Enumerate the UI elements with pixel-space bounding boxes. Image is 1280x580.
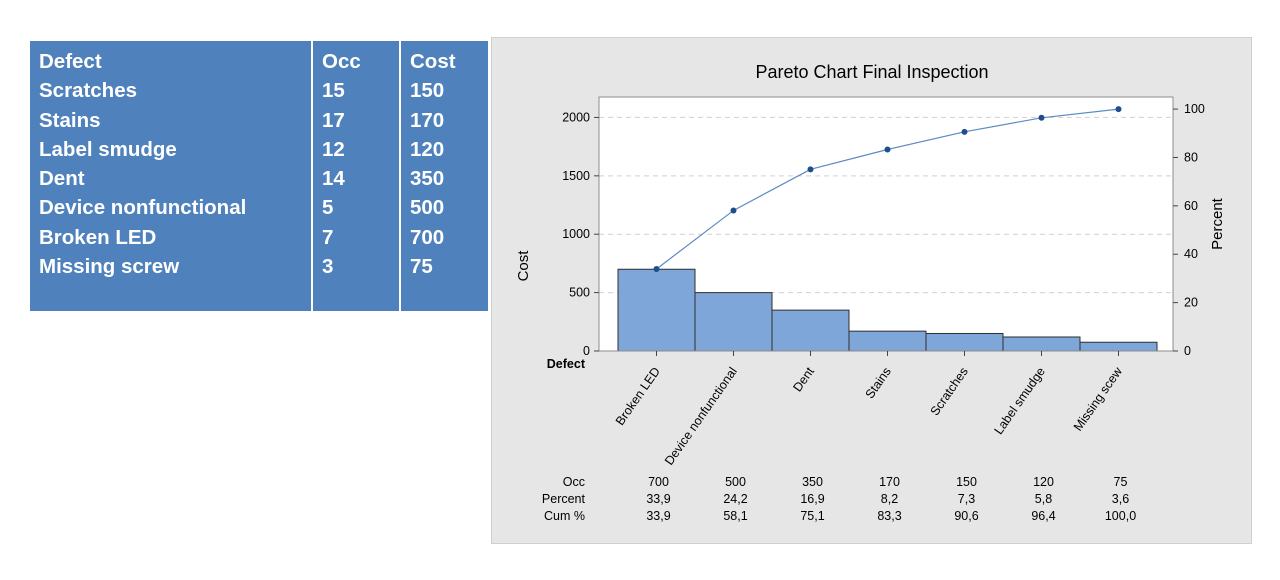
defect-cell: Stains	[39, 108, 101, 132]
summary-row-label: Occ	[563, 475, 585, 489]
occ-header: Occ	[322, 50, 361, 73]
cumulative-point-2	[730, 207, 737, 214]
y-tick-label: 1500	[562, 169, 590, 183]
bar-5	[925, 332, 1004, 352]
y-tick-label: 1000	[562, 227, 590, 241]
x-tick-label: Scratches	[928, 365, 971, 419]
defect-cell: Dent	[39, 167, 85, 191]
bar-4	[848, 330, 927, 352]
x-tick-label: Broken LED	[613, 365, 663, 428]
cumulative-point-3	[807, 166, 814, 173]
defect-column: Defect Scratches Stains Label smudge Den…	[30, 41, 311, 311]
x-tick-label: Label smudge	[991, 365, 1048, 437]
summary-value: 700	[648, 475, 669, 489]
bar-3	[771, 309, 850, 352]
y-right-tick-label: 80	[1184, 150, 1198, 164]
summary-row-label: Cum %	[544, 509, 585, 523]
cumulative-point-5	[961, 128, 968, 135]
y-right-tick-label: 0	[1184, 344, 1191, 358]
y-right-tick-label: 40	[1184, 247, 1198, 261]
pareto-chart: Pareto Chart Final Inspection Cost Perce…	[515, 62, 1226, 523]
summary-value: 7,3	[958, 492, 975, 506]
summary-value: 170	[879, 475, 900, 489]
summary-value: 5,8	[1035, 492, 1052, 506]
y-right-tick-label: 100	[1184, 102, 1205, 116]
summary-value: 90,6	[954, 509, 978, 523]
summary-value: 350	[802, 475, 823, 489]
summary-value: 75,1	[800, 509, 824, 523]
y-axis-right-title: Percent	[1209, 197, 1226, 250]
x-tick-label: Missing scew	[1071, 364, 1126, 434]
cost-cell: 700	[410, 225, 445, 249]
defect-header: Defect	[39, 50, 102, 73]
cumulative-point-7	[1115, 106, 1122, 113]
x-tick-label: Stains	[863, 365, 894, 401]
bar-1	[617, 268, 696, 352]
summary-value: 58,1	[723, 509, 747, 523]
y-right-tick-label: 60	[1184, 199, 1198, 213]
occ-cell: 7	[322, 225, 334, 249]
pareto-chart-panel: Pareto Chart Final Inspection Cost Perce…	[491, 37, 1252, 544]
summary-value: 120	[1033, 475, 1054, 489]
defect-cell: Scratches	[39, 79, 138, 103]
cumulative-point-6	[1038, 114, 1045, 121]
summary-value: 16,9	[800, 492, 824, 506]
summary-value: 33,9	[646, 509, 670, 523]
cost-cell: 120	[410, 137, 445, 161]
x-axis-title: Defect	[547, 357, 586, 371]
x-tick-label: Dent	[790, 364, 817, 394]
summary-value: 100,0	[1105, 509, 1136, 523]
bar-2	[694, 292, 773, 352]
plot-frame	[598, 96, 1174, 352]
summary-value: 500	[725, 475, 746, 489]
occ-cell: 17	[322, 108, 345, 132]
summary-value: 96,4	[1031, 509, 1055, 523]
x-tick-label: Device nonfunctional	[662, 365, 740, 468]
summary-value: 8,2	[881, 492, 898, 506]
cost-header: Cost	[410, 50, 456, 73]
cost-cell: 75	[410, 255, 433, 279]
occ-cell: 14	[322, 167, 345, 191]
cumulative-point-1	[653, 265, 660, 272]
defect-cell: Broken LED	[39, 225, 157, 249]
occ-cell: 5	[322, 196, 334, 220]
y-right-tick-label: 20	[1184, 296, 1198, 310]
occ-column: Occ 15 17 12 14 5 7 3	[311, 41, 399, 311]
summary-value: 24,2	[723, 492, 747, 506]
defect-cell: Label smudge	[39, 137, 177, 161]
chart-title: Pareto Chart Final Inspection	[755, 62, 988, 82]
summary-value: 150	[956, 475, 977, 489]
defect-cell: Missing screw	[39, 255, 180, 279]
cost-cell: 500	[410, 196, 445, 220]
occ-cell: 12	[322, 137, 345, 161]
y-tick-label: 500	[569, 286, 590, 300]
summary-value: 83,3	[877, 509, 901, 523]
cost-cell: 150	[410, 79, 445, 103]
summary-value: 33,9	[646, 492, 670, 506]
summary-value: 75	[1114, 475, 1128, 489]
bar-7	[1079, 341, 1158, 352]
bar-6	[1002, 336, 1081, 352]
summary-row-label: Percent	[542, 492, 586, 506]
y-tick-label: 2000	[562, 110, 590, 124]
occ-cell: 15	[322, 79, 345, 103]
defect-data-table: Defect Scratches Stains Label smudge Den…	[30, 41, 488, 311]
cost-column: Cost 150 170 120 350 500 700 75	[399, 41, 488, 311]
cost-cell: 350	[410, 167, 445, 191]
cumulative-point-4	[884, 146, 891, 153]
defect-cell: Device nonfunctional	[39, 196, 247, 220]
summary-value: 3,6	[1112, 492, 1129, 506]
occ-cell: 3	[322, 255, 334, 279]
y-axis-title: Cost	[515, 250, 532, 282]
cost-cell: 170	[410, 108, 445, 132]
y-tick-label: 0	[583, 344, 590, 358]
